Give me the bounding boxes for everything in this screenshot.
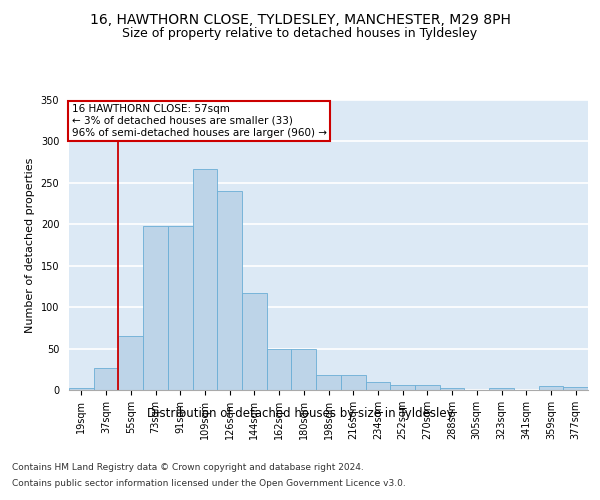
Text: Size of property relative to detached houses in Tyldesley: Size of property relative to detached ho… [122, 28, 478, 40]
Text: Distribution of detached houses by size in Tyldesley: Distribution of detached houses by size … [146, 408, 454, 420]
Bar [563, 386, 588, 390]
Bar [539, 386, 563, 390]
Text: Contains HM Land Registry data © Crown copyright and database right 2024.: Contains HM Land Registry data © Crown c… [12, 462, 364, 471]
Bar [489, 388, 514, 390]
Bar [365, 382, 390, 390]
Bar [168, 226, 193, 390]
Bar [292, 348, 316, 390]
Bar [143, 226, 168, 390]
Bar [390, 385, 415, 390]
Bar [341, 375, 365, 390]
Bar [94, 368, 118, 390]
Text: 16, HAWTHORN CLOSE, TYLDESLEY, MANCHESTER, M29 8PH: 16, HAWTHORN CLOSE, TYLDESLEY, MANCHESTE… [89, 12, 511, 26]
Bar [267, 348, 292, 390]
Bar [242, 293, 267, 390]
Bar [316, 375, 341, 390]
Bar [415, 385, 440, 390]
Text: Contains public sector information licensed under the Open Government Licence v3: Contains public sector information licen… [12, 479, 406, 488]
Text: 16 HAWTHORN CLOSE: 57sqm
← 3% of detached houses are smaller (33)
96% of semi-de: 16 HAWTHORN CLOSE: 57sqm ← 3% of detache… [71, 104, 326, 138]
Bar [217, 191, 242, 390]
Bar [440, 388, 464, 390]
Y-axis label: Number of detached properties: Number of detached properties [25, 158, 35, 332]
Bar [118, 336, 143, 390]
Bar [193, 169, 217, 390]
Bar [69, 388, 94, 390]
